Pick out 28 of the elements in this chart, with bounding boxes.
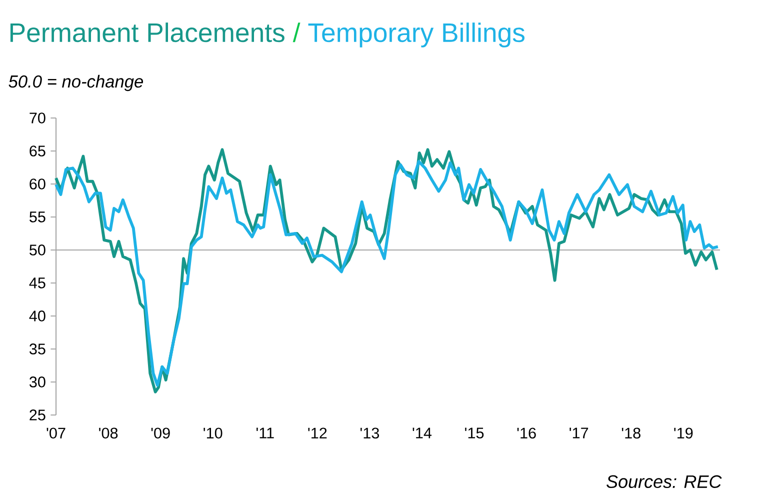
text: / [292, 22, 300, 42]
x-tick-label: '09 [151, 428, 170, 439]
y-tick-label: 45 [29, 278, 46, 288]
x-tick-label: '11 [256, 428, 274, 438]
y-tick-label: 55 [30, 212, 46, 222]
y-tick-label: 70 [30, 112, 46, 124]
x-tick-label: '12 [308, 428, 327, 438]
y-tick-label: 40 [29, 310, 46, 322]
x-tick-label: '18 [622, 428, 640, 439]
x-tick-label: '15 [465, 428, 484, 438]
y-tick-label: 60 [30, 178, 46, 190]
y-tick-label: 25 [30, 410, 46, 420]
x-tick-label: '13 [360, 428, 380, 439]
text: Permanent Placements [10, 22, 284, 42]
y-tick-label: 30 [30, 376, 46, 388]
text: Temporary Billings [308, 22, 524, 48]
x-tick-label: '17 [570, 428, 588, 438]
x-tick-label: '19 [674, 428, 693, 439]
y-tick-label: 65 [30, 146, 46, 156]
x-tick-label: '10 [204, 428, 222, 439]
x-tick-label: '08 [99, 428, 118, 439]
x-tick-label: '14 [412, 428, 432, 438]
y-tick-label: 35 [30, 344, 46, 354]
x-tick-label: '16 [517, 428, 536, 439]
x-tick-label: '07 [46, 428, 66, 439]
y-tick-label: 50 [30, 244, 46, 256]
source-note: Sources: REC [606, 475, 722, 488]
chart-subtitle: 50.0 = no-change [8, 74, 143, 92]
